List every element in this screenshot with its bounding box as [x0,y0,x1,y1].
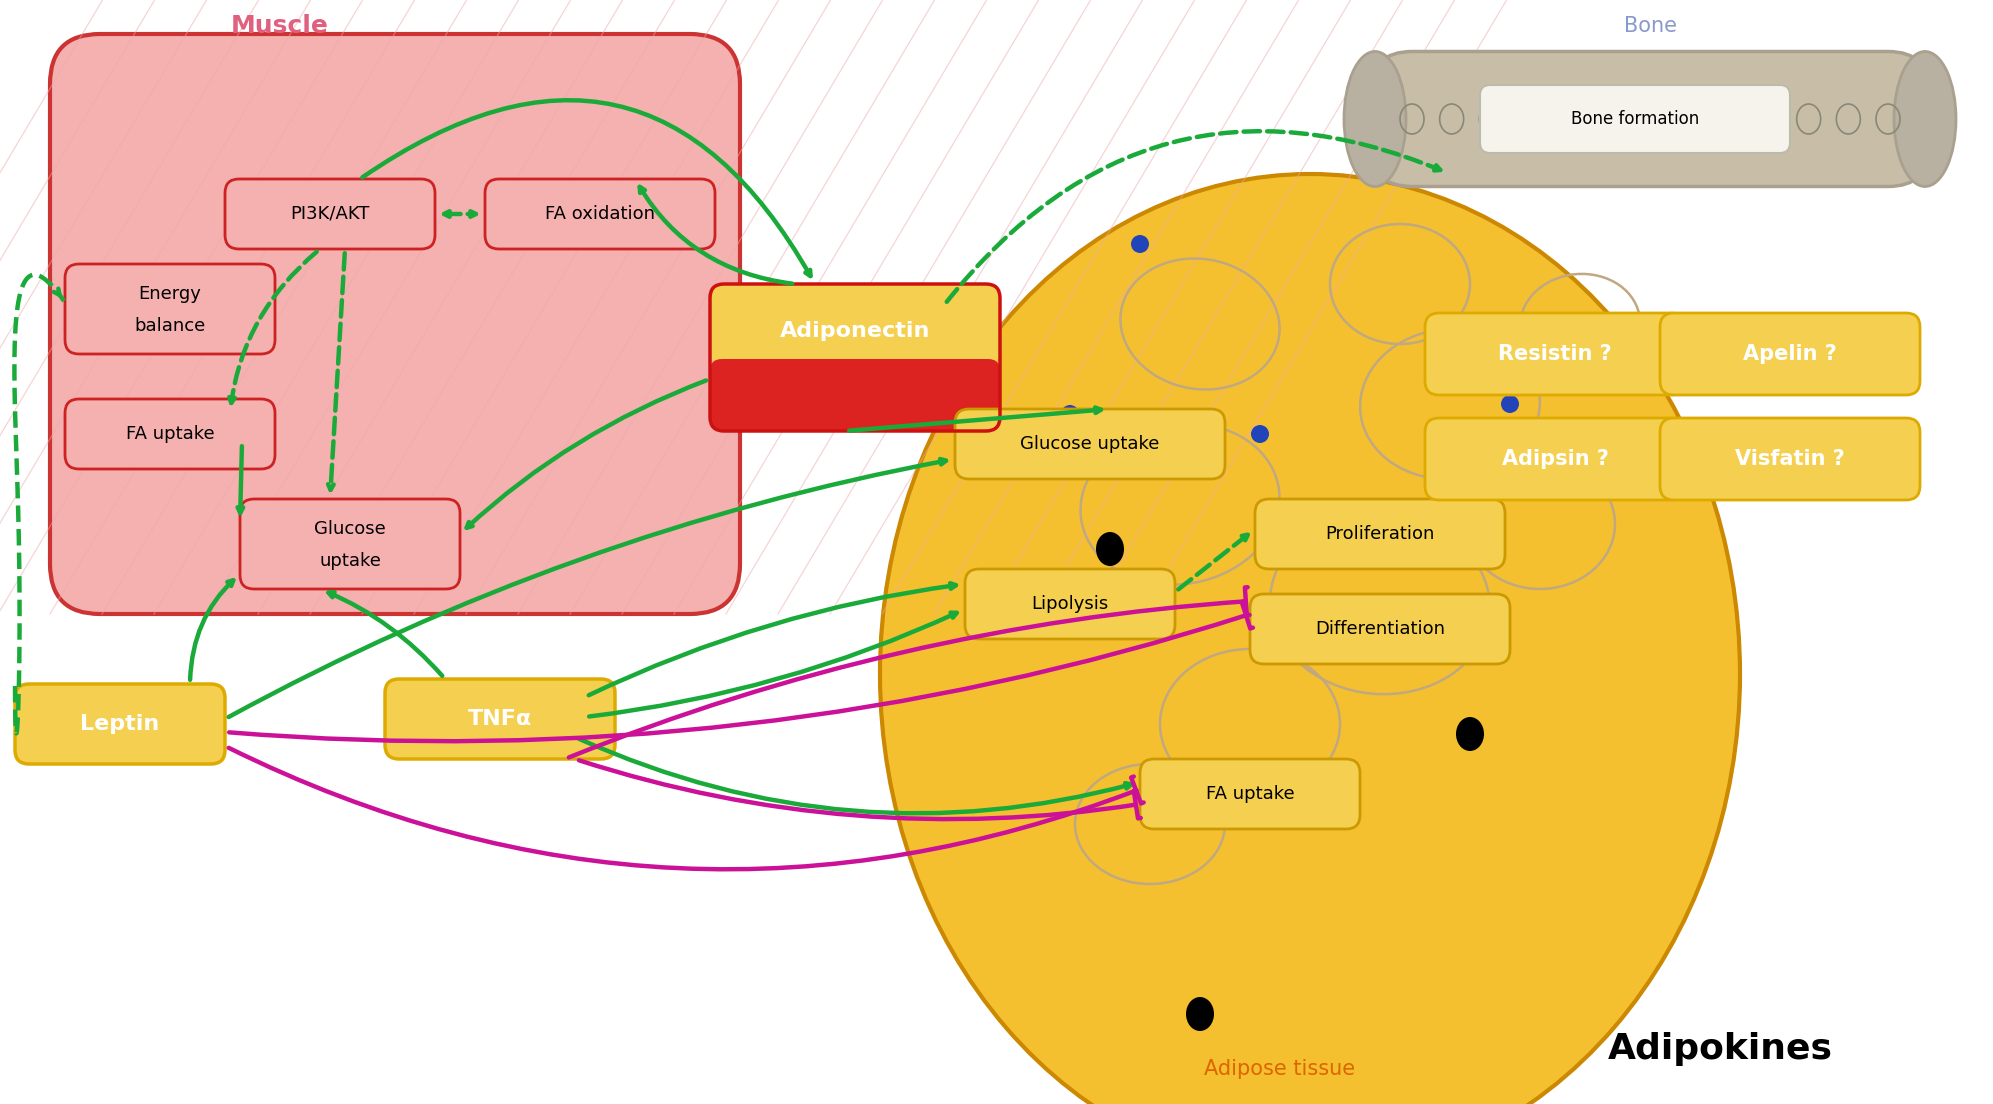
Text: Adiponectin: Adiponectin [779,321,931,341]
FancyBboxPatch shape [1660,314,1919,395]
Ellipse shape [1060,405,1078,423]
Text: Visfatin ?: Visfatin ? [1736,449,1846,469]
Text: Bone: Bone [1624,15,1676,36]
Ellipse shape [1893,52,1955,187]
FancyBboxPatch shape [710,284,1000,364]
Ellipse shape [1186,997,1214,1031]
FancyBboxPatch shape [385,679,616,760]
Text: Adipose tissue: Adipose tissue [1204,1059,1355,1079]
Text: Proliferation: Proliferation [1325,526,1435,543]
Text: Glucose: Glucose [315,520,387,538]
Ellipse shape [881,174,1740,1104]
FancyBboxPatch shape [225,179,434,250]
Text: Energy: Energy [140,285,201,302]
FancyBboxPatch shape [955,408,1226,479]
Ellipse shape [1096,532,1124,566]
Text: Differentiation: Differentiation [1315,620,1445,638]
FancyBboxPatch shape [1256,499,1505,569]
FancyBboxPatch shape [16,684,225,764]
FancyBboxPatch shape [965,569,1176,639]
FancyBboxPatch shape [484,179,715,250]
FancyBboxPatch shape [1425,418,1684,500]
Text: Resistin ?: Resistin ? [1499,344,1612,364]
Text: TNFα: TNFα [468,709,532,729]
FancyBboxPatch shape [239,499,460,590]
Text: Leptin: Leptin [80,714,159,734]
FancyBboxPatch shape [66,264,275,354]
Text: Glucose uptake: Glucose uptake [1020,435,1160,453]
FancyBboxPatch shape [1660,418,1919,500]
Ellipse shape [1457,716,1485,751]
FancyBboxPatch shape [1481,85,1790,153]
Ellipse shape [1130,235,1150,253]
Text: Bone formation: Bone formation [1570,110,1700,128]
Text: Adipsin ?: Adipsin ? [1501,449,1608,469]
Ellipse shape [1252,425,1270,443]
Text: Muscle: Muscle [231,14,329,38]
FancyBboxPatch shape [710,359,1000,431]
Text: FA uptake: FA uptake [126,425,215,443]
Text: FA uptake: FA uptake [1206,785,1293,803]
FancyBboxPatch shape [66,399,275,469]
FancyBboxPatch shape [1250,594,1511,664]
Text: balance: balance [134,317,205,335]
Text: Adipokines: Adipokines [1608,1032,1832,1066]
FancyBboxPatch shape [50,34,739,614]
FancyBboxPatch shape [1140,760,1359,829]
FancyBboxPatch shape [1425,314,1684,395]
Text: FA oxidation: FA oxidation [544,205,656,223]
Text: Lipolysis: Lipolysis [1030,595,1108,613]
Text: uptake: uptake [319,552,381,570]
FancyBboxPatch shape [1369,52,1929,187]
Text: Apelin ?: Apelin ? [1744,344,1838,364]
Ellipse shape [1343,52,1405,187]
Text: PI3K/AKT: PI3K/AKT [291,205,369,223]
Ellipse shape [1501,395,1519,413]
